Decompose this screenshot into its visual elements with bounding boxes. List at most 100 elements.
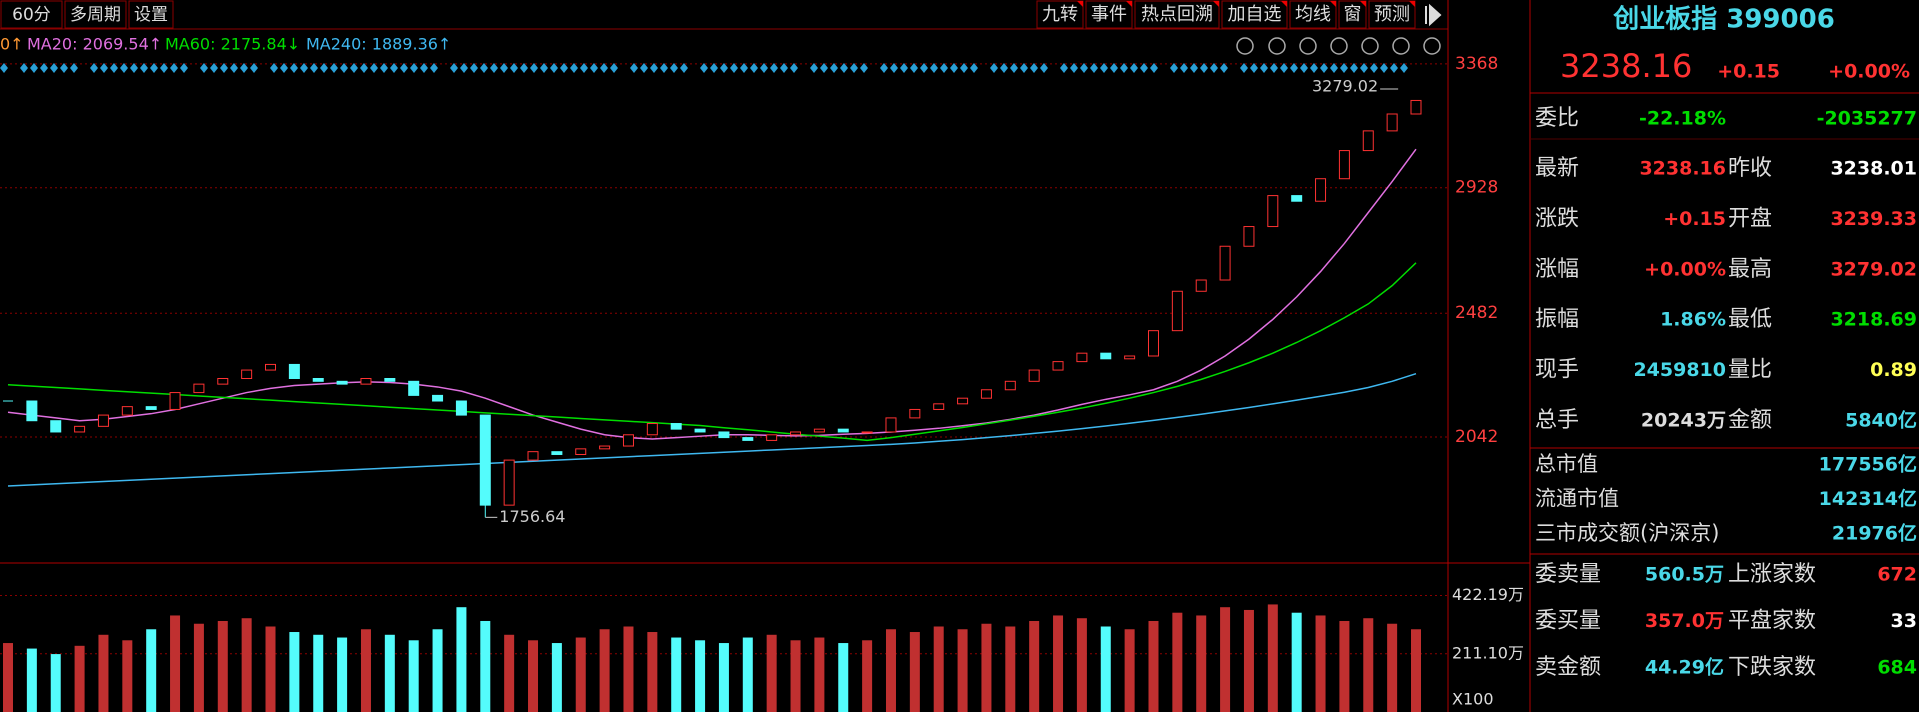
toolbar-button[interactable]: [1289, 0, 1337, 29]
volume-bar: [766, 634, 777, 712]
toolbar-button[interactable]: [1134, 0, 1220, 29]
candle: [503, 459, 515, 506]
volume-bar: [1267, 604, 1278, 712]
candle: [1100, 352, 1112, 360]
tool-icon[interactable]: [1299, 37, 1317, 55]
signal-diamond: [900, 63, 908, 73]
candle: [1243, 226, 1255, 247]
signal-diamond: [710, 63, 718, 73]
signal-diamond: [1240, 63, 1248, 73]
candle: [432, 394, 444, 402]
signal-diamond: [950, 63, 958, 73]
toolbar-button[interactable]: [0, 0, 63, 29]
row-label: 现手: [1535, 358, 1579, 383]
candle: [1362, 130, 1374, 152]
toolbar-button[interactable]: [1085, 0, 1133, 29]
collapse-icon[interactable]: [1425, 3, 1442, 27]
signal-diamond: [1380, 63, 1388, 73]
volume-bar: [313, 634, 324, 712]
signal-diamond: [880, 63, 888, 73]
signal-diamond: [1210, 63, 1218, 73]
signal-diamond: [600, 63, 608, 73]
volume-bar: [480, 620, 491, 712]
signal-diamond: [200, 63, 208, 73]
signal-diamond: [170, 63, 178, 73]
signal-diamond: [830, 63, 838, 73]
signal-diamond: [120, 63, 128, 73]
signal-diamond: [1140, 63, 1148, 73]
row-label: 卖金额: [1535, 655, 1601, 680]
signal-diamond: [570, 63, 578, 73]
signal-diamond: [1100, 63, 1108, 73]
candle: [479, 414, 491, 506]
legend-item: MA20: 2069.54↑: [27, 35, 162, 54]
toolbar-label: 60分: [12, 5, 51, 25]
volume-bar: [1124, 629, 1135, 712]
signal-diamond: [1260, 63, 1268, 73]
tool-icon[interactable]: [1236, 37, 1254, 55]
volume-bar: [1148, 620, 1159, 712]
toolbar-button[interactable]: [1368, 0, 1416, 29]
signal-diamond: [70, 63, 78, 73]
y-tick-label: 2928: [1455, 178, 1498, 198]
volume-bar: [718, 643, 729, 712]
volume-bar: [647, 632, 658, 712]
signal-diamond: [400, 63, 408, 73]
row-label: 金额: [1728, 408, 1772, 433]
signal-diamond: [270, 63, 278, 73]
tool-icon[interactable]: [1268, 37, 1286, 55]
row-label: 下跌家数: [1728, 655, 1816, 680]
signal-diamond: [1020, 63, 1028, 73]
volume-bar: [885, 629, 896, 712]
volume-bar: [1315, 615, 1326, 712]
signal-diamond: [520, 63, 528, 73]
signal-diamond: [500, 63, 508, 73]
toolbar-flag: [1330, 1, 1336, 7]
signal-diamond: [1150, 63, 1158, 73]
signal-diamond: [780, 63, 788, 73]
toolbar-button[interactable]: [64, 0, 127, 29]
row-label: 最高: [1728, 257, 1772, 282]
volume-bar: [909, 632, 920, 712]
candle: [622, 434, 634, 447]
toolbar-button[interactable]: [128, 0, 174, 29]
tool-icon[interactable]: [1423, 37, 1441, 55]
signal-diamond: [750, 63, 758, 73]
toolbar-flag: [1409, 1, 1415, 7]
signal-diamond: [30, 63, 38, 73]
high-label: 3279.02: [1312, 76, 1378, 95]
row-label: 振幅: [1535, 307, 1579, 332]
signal-diamond: [1390, 63, 1398, 73]
signal-diamond: [890, 63, 898, 73]
row-label: 委买量: [1535, 609, 1601, 634]
candle: [742, 437, 754, 441]
volume-bar: [504, 634, 515, 712]
toolbar-button[interactable]: [1338, 0, 1367, 29]
tool-icon[interactable]: [1330, 37, 1348, 55]
volume-bar: [1243, 609, 1254, 712]
ma-line: [7, 373, 1417, 487]
signal-diamond: [50, 63, 58, 73]
row-value: 177556亿: [1819, 453, 1917, 476]
row-value: 2459810: [1633, 359, 1726, 381]
row-value: 3279.02: [1830, 258, 1917, 280]
row-value: 33: [1891, 610, 1917, 632]
signal-diamond: [940, 63, 948, 73]
volume-bar: [695, 640, 706, 712]
candle: [1028, 369, 1040, 382]
signal-diamond: [350, 63, 358, 73]
toolbar-button[interactable]: [1221, 0, 1288, 29]
signal-diamond: [1280, 63, 1288, 73]
candle: [97, 414, 109, 427]
toolbar-button[interactable]: [1036, 0, 1084, 29]
candle: [575, 448, 587, 455]
volume-bar: [671, 637, 682, 712]
row-value: 44.29亿: [1645, 656, 1724, 679]
tool-icon[interactable]: [1392, 37, 1410, 55]
tool-icon[interactable]: [1361, 37, 1379, 55]
row-value: +0.00%: [1644, 258, 1726, 280]
volume-bar: [838, 643, 849, 712]
candle: [718, 431, 730, 439]
volume-bar: [551, 643, 562, 712]
volume-bar: [742, 637, 753, 712]
